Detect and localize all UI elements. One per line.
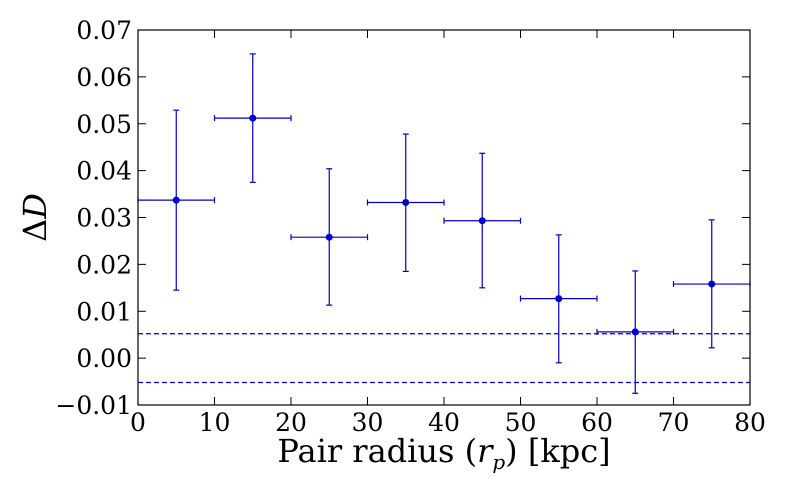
- x-tick-label-4: 40: [428, 408, 460, 437]
- data-point-6: [631, 328, 639, 336]
- y-tick-label-7: 0.06: [76, 63, 132, 92]
- data-point-3: [402, 199, 410, 206]
- y-tick-label-8: 0.07: [76, 16, 132, 45]
- data-points: [172, 114, 716, 336]
- y-tick-label-5: 0.04: [76, 157, 132, 186]
- y-tick-labels: −0.01 0.00 0.01 0.02 0.03 0.04 0.05 0.06 0.07: [55, 16, 132, 420]
- x-tick-labels: 0 10 20 30 40 50 60 70 80: [130, 408, 766, 437]
- error-bars: [137, 53, 751, 394]
- y-tick-label-1: 0.00: [76, 344, 132, 373]
- data-point-2: [325, 233, 333, 241]
- plot-area-frame: [137, 29, 751, 406]
- data-point-4: [478, 217, 486, 225]
- x-tick-label-0: 0: [130, 408, 146, 437]
- x-tick-label-3: 30: [352, 408, 384, 437]
- x-tick-label-1: 10: [199, 408, 231, 437]
- x-tick-label-8: 80: [734, 408, 766, 437]
- errorbar-3: [366, 133, 445, 273]
- axis-ticks: [137, 29, 751, 406]
- y-axis-label: ΔD: [16, 193, 54, 242]
- x-tick-label-5: 50: [505, 408, 537, 437]
- reference-lines: [138, 333, 750, 384]
- data-point-1: [249, 114, 257, 122]
- data-point-7: [708, 280, 716, 288]
- x-tick-label-2: 20: [275, 408, 307, 437]
- y-tick-label-0: −0.01: [55, 391, 132, 420]
- y-tick-label-6: 0.05: [76, 110, 132, 139]
- data-point-5: [555, 295, 563, 303]
- data-point-0: [172, 196, 180, 204]
- x-axis-label: Pair radius (rp) [kpc]: [277, 432, 610, 474]
- x-tick-label-7: 70: [658, 408, 690, 437]
- y-tick-label-4: 0.03: [76, 204, 132, 233]
- y-tick-label-2: 0.01: [76, 297, 132, 326]
- y-tick-label-3: 0.02: [76, 250, 132, 279]
- x-tick-label-6: 60: [581, 408, 613, 437]
